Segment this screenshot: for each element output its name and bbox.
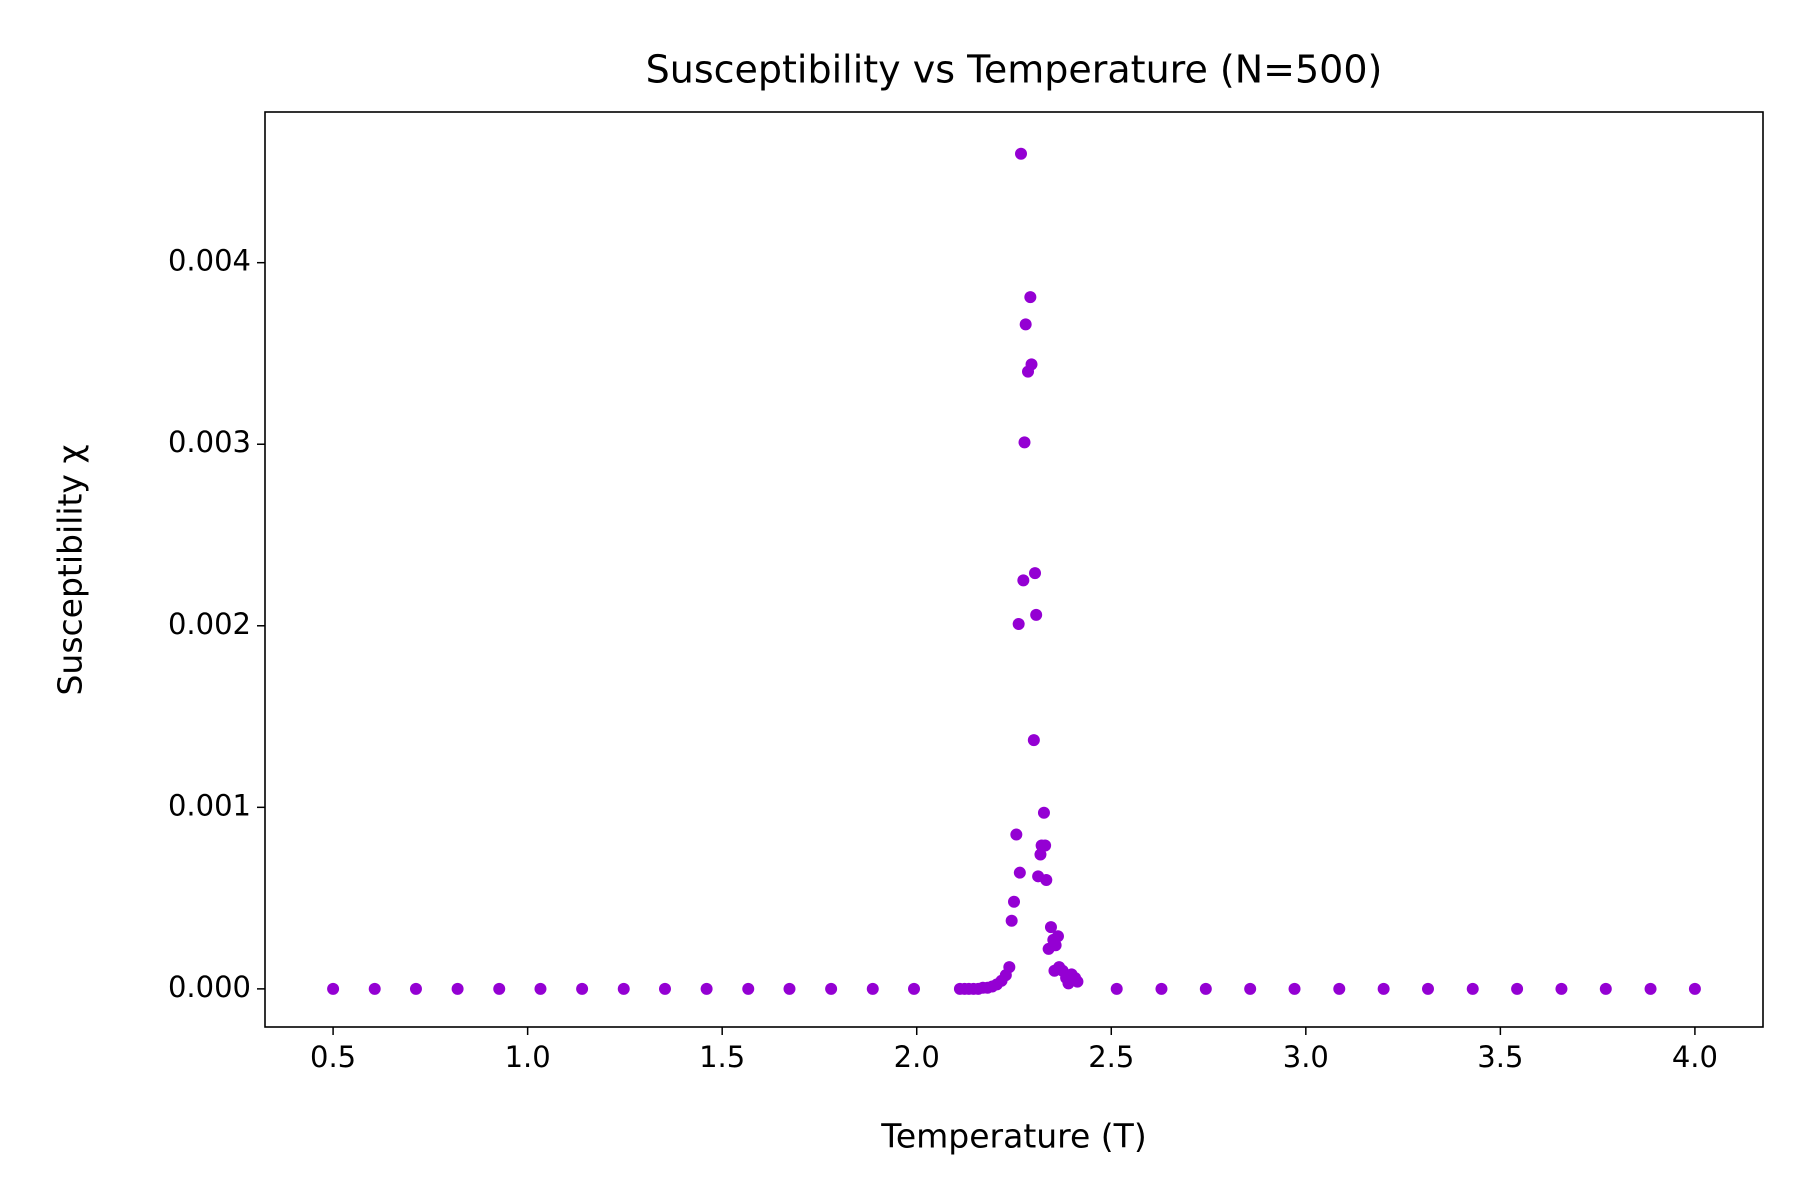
data-point <box>742 982 755 995</box>
y-axis-label: Susceptibility χ <box>51 444 90 695</box>
data-point <box>1599 982 1612 995</box>
y-tick-label: 0.003 <box>168 425 251 459</box>
data-point <box>1003 961 1016 974</box>
data-point <box>1288 982 1301 995</box>
data-point <box>1024 291 1037 304</box>
data-point <box>1511 982 1524 995</box>
data-point <box>1030 608 1043 621</box>
x-tick-label: 1.5 <box>699 1040 745 1074</box>
data-point <box>1244 982 1257 995</box>
data-point <box>1018 436 1031 449</box>
data-point <box>1071 975 1084 988</box>
data-point <box>1005 914 1018 927</box>
y-tick-label: 0.001 <box>168 788 251 822</box>
data-point <box>1555 982 1568 995</box>
data-point <box>451 982 464 995</box>
x-tick-label: 3.5 <box>1477 1040 1523 1074</box>
x-tick-label: 4.0 <box>1672 1040 1718 1074</box>
data-point <box>1015 147 1028 160</box>
data-point <box>825 982 838 995</box>
data-point <box>1051 930 1064 943</box>
data-point <box>1017 574 1030 587</box>
data-point <box>658 982 671 995</box>
data-point <box>866 982 879 995</box>
data-point <box>1110 982 1123 995</box>
y-tick-label: 0.002 <box>168 607 251 641</box>
data-point <box>1013 866 1026 879</box>
data-point <box>1644 982 1657 995</box>
data-point <box>1029 567 1042 580</box>
data-point <box>409 982 422 995</box>
data-point <box>534 982 547 995</box>
data-point <box>1199 982 1212 995</box>
data-point <box>908 982 921 995</box>
x-tick-label: 3.0 <box>1283 1040 1329 1074</box>
data-point <box>1688 982 1701 995</box>
data-point <box>1044 921 1057 934</box>
data-point <box>493 982 506 995</box>
data-point <box>1027 734 1040 747</box>
data-point <box>1019 318 1032 331</box>
data-point <box>617 982 630 995</box>
data-point <box>1034 848 1047 861</box>
x-tick-label: 0.5 <box>310 1040 356 1074</box>
chart-title: Susceptibility vs Temperature (N=500) <box>646 48 1383 92</box>
data-point <box>1421 982 1434 995</box>
x-tick-label: 2.5 <box>1088 1040 1134 1074</box>
data-point <box>1333 982 1346 995</box>
x-tick-label: 1.0 <box>505 1040 551 1074</box>
data-point <box>1010 828 1023 841</box>
data-point <box>1025 358 1038 371</box>
plot-frame <box>264 111 1764 1028</box>
data-point <box>1037 806 1050 819</box>
data-point <box>327 982 340 995</box>
data-point <box>700 982 713 995</box>
y-tick-label: 0.004 <box>168 244 251 278</box>
y-tick-label: 0.000 <box>168 970 251 1004</box>
x-axis-label: Temperature (T) <box>880 1117 1146 1156</box>
data-point <box>783 982 796 995</box>
data-point <box>1008 895 1020 908</box>
data-point <box>1039 839 1052 852</box>
data-point <box>576 982 589 995</box>
data-point <box>1040 873 1053 886</box>
data-point <box>1377 982 1390 995</box>
data-point <box>1049 939 1062 952</box>
data-point <box>1012 617 1025 630</box>
data-point <box>368 982 381 995</box>
data-point <box>1155 982 1168 995</box>
x-tick-label: 2.0 <box>894 1040 940 1074</box>
data-point <box>1466 982 1479 995</box>
